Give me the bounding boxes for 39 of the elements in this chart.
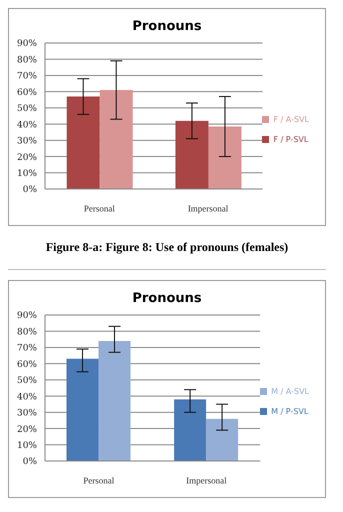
y-tick-label: 60% <box>16 88 38 98</box>
y-tick-label: 10% <box>16 168 38 179</box>
y-tick-label: 50% <box>16 104 38 114</box>
x-tick-label: Personal <box>84 203 116 214</box>
legend-label: M / P-SVL <box>271 407 308 416</box>
y-tick-label: 70% <box>16 72 38 82</box>
y-tick-label: 90% <box>16 39 38 50</box>
y-tick-label: 60% <box>16 360 38 370</box>
y-tick-label: 0% <box>22 457 38 468</box>
bar <box>100 90 133 189</box>
chart-title: Pronouns <box>131 291 203 308</box>
x-tick-label: Impersonal <box>186 475 228 486</box>
y-tick-label: 20% <box>16 152 38 163</box>
y-tick-label: 80% <box>16 55 38 66</box>
legend-label: F / P-SVL <box>273 135 308 144</box>
y-tick-label: 20% <box>16 424 38 435</box>
bar <box>66 96 100 189</box>
y-tick-label: 80% <box>16 327 38 338</box>
bar <box>66 358 99 461</box>
x-tick-label: Impersonal <box>188 203 229 214</box>
y-tick-label: 40% <box>16 120 38 130</box>
y-tick-label: 90% <box>16 311 38 322</box>
y-tick-label: 40% <box>16 392 38 402</box>
y-tick-label: 50% <box>16 376 38 386</box>
chart-title: Pronouns <box>131 19 203 36</box>
legend-label: M / A-SVL <box>271 387 309 396</box>
y-tick-label: 30% <box>16 136 38 147</box>
bar <box>174 399 206 461</box>
caption: Figure 8-a: Figure 8: Use of pronouns (females) <box>8 226 326 270</box>
bar <box>175 120 208 189</box>
y-tick-label: 70% <box>16 344 38 354</box>
y-tick-label: 10% <box>16 440 38 451</box>
x-tick-label: Personal <box>83 475 115 486</box>
bar <box>206 418 238 461</box>
y-tick-label: 0% <box>22 185 38 196</box>
legend-label: F / A-SVL <box>273 115 309 124</box>
bar <box>208 126 242 189</box>
bar <box>98 340 131 461</box>
y-tick-label: 30% <box>16 408 38 419</box>
